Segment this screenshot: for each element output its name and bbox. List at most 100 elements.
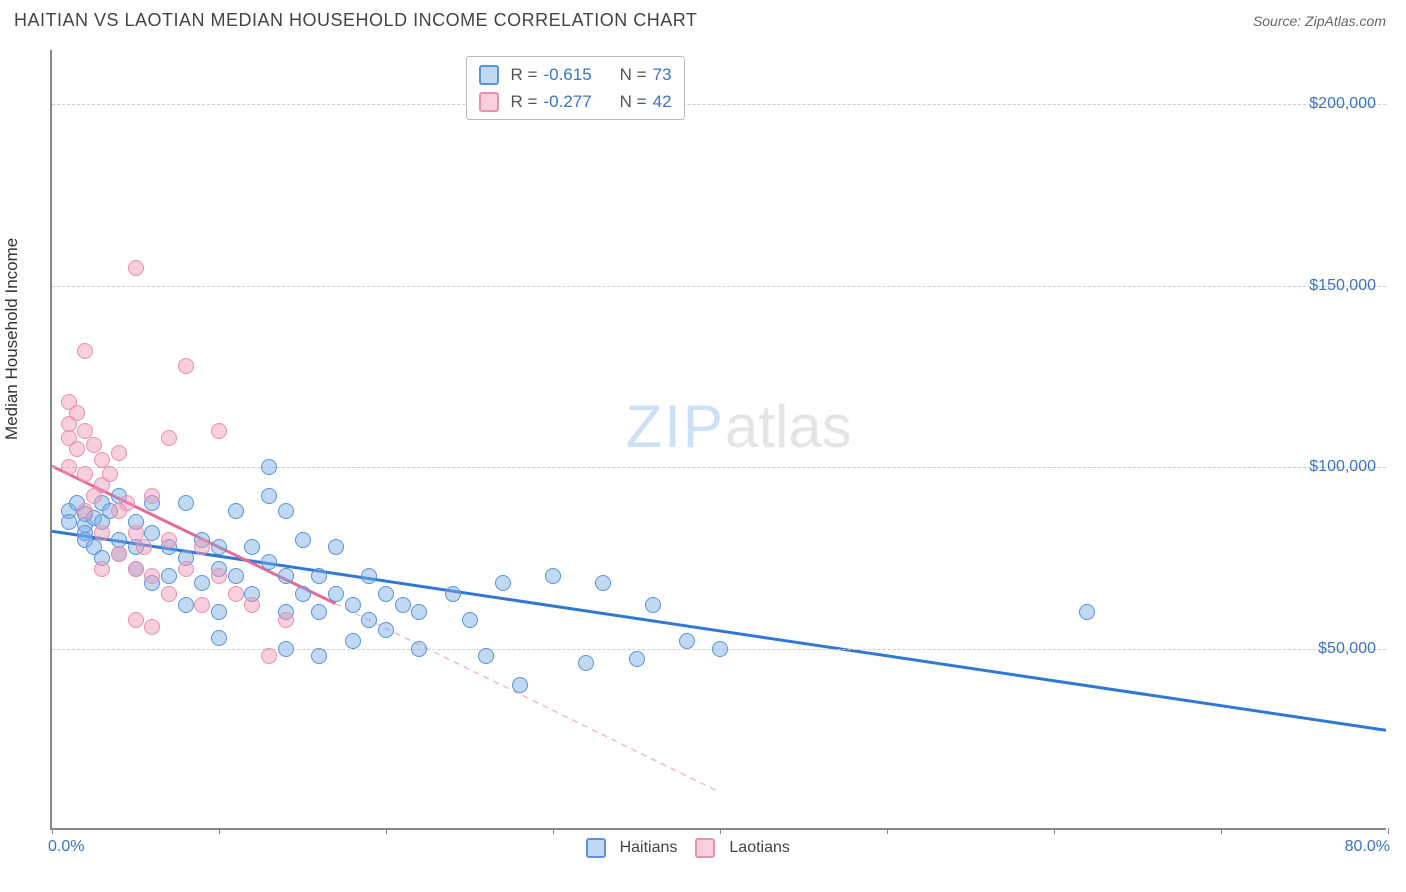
data-point	[69, 405, 85, 421]
data-point	[77, 466, 93, 482]
data-point	[311, 568, 327, 584]
x-tick	[720, 828, 721, 834]
data-point	[445, 586, 461, 602]
data-point	[228, 503, 244, 519]
data-point	[178, 597, 194, 613]
data-point	[144, 619, 160, 635]
data-point	[395, 597, 411, 613]
data-point	[211, 568, 227, 584]
data-point	[345, 633, 361, 649]
data-point	[86, 437, 102, 453]
data-point	[178, 495, 194, 511]
r-value: -0.277	[543, 88, 591, 115]
data-point	[119, 495, 135, 511]
data-point	[244, 597, 260, 613]
data-point	[595, 575, 611, 591]
data-point	[61, 459, 77, 475]
data-point	[378, 622, 394, 638]
data-point	[61, 514, 77, 530]
data-point	[478, 648, 494, 664]
legend-item: Laotians	[695, 838, 790, 858]
y-tick-label: $100,000	[1309, 458, 1376, 476]
data-point	[512, 677, 528, 693]
legend-swatch	[586, 838, 606, 858]
data-point	[228, 586, 244, 602]
x-tick	[887, 828, 888, 834]
data-point	[261, 488, 277, 504]
data-point	[278, 641, 294, 657]
data-point	[228, 568, 244, 584]
data-point	[178, 358, 194, 374]
data-point	[77, 423, 93, 439]
data-point	[161, 430, 177, 446]
data-point	[128, 561, 144, 577]
data-point	[194, 539, 210, 555]
y-tick-label: $150,000	[1309, 277, 1376, 295]
data-point	[102, 466, 118, 482]
data-point	[295, 586, 311, 602]
legend-swatch	[695, 838, 715, 858]
r-value: -0.615	[543, 61, 591, 88]
data-point	[111, 445, 127, 461]
x-tick-label-min: 0.0%	[48, 838, 84, 856]
data-point	[295, 532, 311, 548]
data-point	[261, 648, 277, 664]
y-axis-title: Median Household Income	[2, 238, 22, 440]
n-value: 42	[653, 88, 672, 115]
data-point	[161, 586, 177, 602]
data-point	[278, 503, 294, 519]
legend-item: Haitians	[586, 838, 678, 858]
watermark: ZIPatlas	[626, 392, 852, 461]
data-point	[178, 561, 194, 577]
legend-swatch	[479, 92, 499, 112]
y-tick-label: $200,000	[1309, 95, 1376, 113]
data-point	[261, 554, 277, 570]
data-point	[69, 441, 85, 457]
data-point	[378, 586, 394, 602]
data-point	[94, 525, 110, 541]
data-point	[211, 630, 227, 646]
series-legend: Haitians Laotians	[586, 838, 790, 858]
legend-label: Haitians	[620, 839, 678, 857]
data-point	[111, 546, 127, 562]
gridline-h	[52, 104, 1386, 105]
source-attribution: Source: ZipAtlas.com	[1253, 13, 1386, 29]
data-point	[128, 612, 144, 628]
n-label: N =	[620, 61, 647, 88]
trend-line	[52, 531, 1386, 730]
stats-row: R = -0.277 N = 42	[479, 88, 672, 115]
data-point	[211, 539, 227, 555]
x-tick	[52, 828, 53, 834]
trend-lines	[52, 50, 1386, 828]
n-value: 73	[653, 61, 672, 88]
data-point	[545, 568, 561, 584]
data-point	[94, 561, 110, 577]
data-point	[161, 532, 177, 548]
data-point	[161, 568, 177, 584]
data-point	[77, 503, 93, 519]
y-tick-label: $50,000	[1318, 640, 1376, 658]
data-point	[94, 452, 110, 468]
legend-label: Laotians	[729, 839, 790, 857]
x-tick	[386, 828, 387, 834]
data-point	[361, 568, 377, 584]
data-point	[144, 568, 160, 584]
data-point	[411, 604, 427, 620]
r-label: R =	[511, 61, 538, 88]
n-label: N =	[620, 88, 647, 115]
scatter-plot: ZIPatlas $50,000 $100,000 $150,000 $200,000…	[50, 50, 1386, 830]
data-point	[679, 633, 695, 649]
data-point	[328, 539, 344, 555]
data-point	[495, 575, 511, 591]
x-tick	[1388, 828, 1389, 834]
data-point	[77, 343, 93, 359]
data-point	[361, 612, 377, 628]
x-tick-label-max: 80.0%	[1345, 838, 1390, 856]
x-tick	[1221, 828, 1222, 834]
r-label: R =	[511, 88, 538, 115]
data-point	[311, 648, 327, 664]
data-point	[194, 575, 210, 591]
data-point	[1079, 604, 1095, 620]
data-point	[128, 260, 144, 276]
data-point	[278, 568, 294, 584]
